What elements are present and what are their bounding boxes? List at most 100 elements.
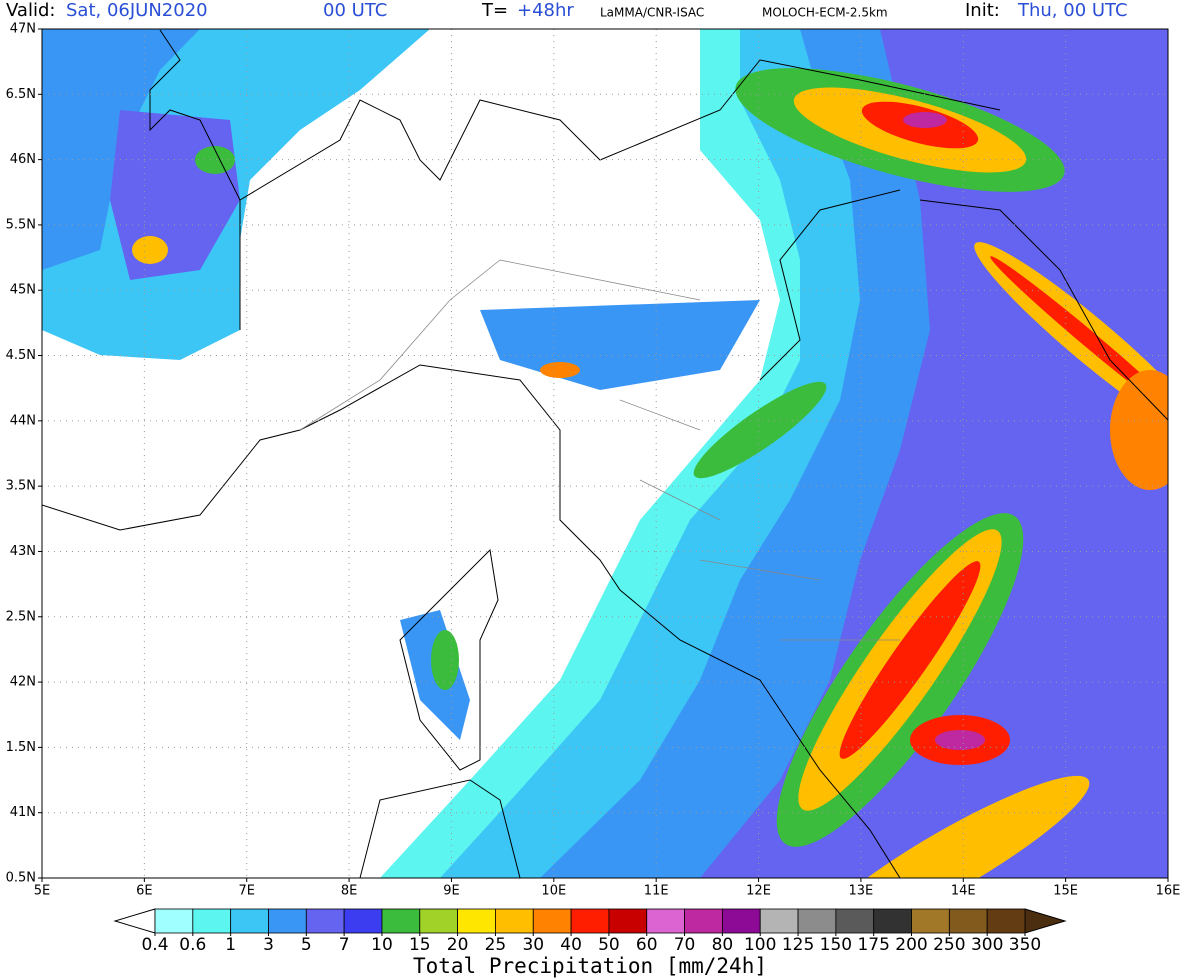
coastline xyxy=(759,189,901,381)
colorbar-label: 25 xyxy=(485,935,507,955)
colorbar-label: 100 xyxy=(744,935,776,955)
colorbar-box xyxy=(797,908,837,934)
plot-frame xyxy=(41,28,1169,879)
colorbar-label: 0.4 xyxy=(141,935,168,955)
precipitation-field xyxy=(42,29,1168,878)
lead-time: +48hr xyxy=(517,0,574,21)
x-tick-label: 6E xyxy=(136,884,153,899)
colorbar: 0.4 0.6 1 3 5 7 10 15 20 25 30 40 50 60 70 80 100 125 150 1… xyxy=(113,908,1067,955)
colorbar-label: 250 xyxy=(933,935,965,955)
colorbar-box xyxy=(873,908,912,934)
colorbar-box xyxy=(721,908,761,934)
colorbar-box xyxy=(457,908,496,934)
x-tick-label: 5E xyxy=(34,884,51,899)
lead-label: T= xyxy=(481,0,508,21)
colorbar-over xyxy=(1024,908,1067,934)
y-tick-label: 1.5N xyxy=(6,740,36,755)
y-tick-label: 45N xyxy=(10,283,36,298)
y-tick-label: 44N xyxy=(10,413,36,428)
x-tick-label: 11E xyxy=(644,884,669,899)
colorbar-label: 0.6 xyxy=(179,935,206,955)
colorbar-label: 150 xyxy=(820,935,852,955)
colorbar-box xyxy=(343,908,383,934)
precip-area xyxy=(693,381,827,479)
precip-area xyxy=(195,146,235,174)
colorbar-box xyxy=(154,908,194,934)
precip-area xyxy=(810,775,1090,878)
valid-hour: 00 UTC xyxy=(323,0,387,21)
init-label: Init: xyxy=(965,0,1000,21)
y-tick-label: 4.5N xyxy=(6,348,36,363)
colorbar-box xyxy=(192,908,232,934)
coastline xyxy=(359,779,521,878)
colorbar-label: 70 xyxy=(674,935,696,955)
colorbar-box xyxy=(419,908,459,934)
colorbar-box xyxy=(305,908,345,934)
y-tick-label: 5.5N xyxy=(6,217,36,232)
colorbar-box xyxy=(646,908,685,934)
x-tick-label: 12E xyxy=(746,884,771,899)
precip-area xyxy=(839,561,981,759)
colorbar-label: 300 xyxy=(971,935,1003,955)
precip-area xyxy=(903,112,947,128)
y-tick-label: 6.5N xyxy=(6,87,36,102)
y-tick-label: 47N xyxy=(10,22,36,37)
colorbar-label: 50 xyxy=(598,935,620,955)
colorbar-label: 5 xyxy=(301,935,312,955)
valid-label: Valid: xyxy=(6,0,55,21)
precip-area xyxy=(42,29,200,270)
colorbar-box xyxy=(532,908,572,934)
colorbar-label: 1 xyxy=(225,935,236,955)
colorbar-label: 10 xyxy=(371,935,393,955)
colorbar-box xyxy=(684,908,723,934)
init-time: Thu, 00 UTC xyxy=(1017,0,1128,21)
y-tick-label: 0.5N xyxy=(6,871,36,886)
y-tick-label: 46N xyxy=(10,152,36,167)
colorbar-label: 175 xyxy=(857,935,889,955)
colorbar-box xyxy=(381,908,421,934)
colorbar-box xyxy=(759,908,799,934)
precip-area xyxy=(431,630,459,690)
precip-area xyxy=(700,29,1168,878)
x-tick-label: 15E xyxy=(1053,884,1078,899)
x-tick-label: 8E xyxy=(341,884,358,899)
axes: 47N 6.5N 46N 5.5N 45N 4.5N 44N 3.5N 43N 2.5N 42N 1.… xyxy=(6,22,1180,899)
coastline xyxy=(42,364,901,878)
colorbar-box xyxy=(230,908,269,934)
colorbar-under xyxy=(113,908,156,934)
precip-area xyxy=(132,236,168,264)
colorbar-title: Total Precipitation [mm/24h] xyxy=(413,954,767,978)
region-border xyxy=(299,259,900,641)
model: MOLOCH-ECM-2.5km xyxy=(762,6,888,20)
colorbar-label: 20 xyxy=(447,935,469,955)
y-tick-label: 3.5N xyxy=(6,479,36,494)
colorbar-label: 7 xyxy=(339,935,350,955)
x-tick-label: 13E xyxy=(849,884,874,899)
colorbar-label: 40 xyxy=(560,935,582,955)
x-tick-label: 16E xyxy=(1156,884,1180,899)
colorbar-label: 350 xyxy=(1009,935,1041,955)
colorbar-label: 30 xyxy=(522,935,544,955)
border xyxy=(149,29,241,330)
y-tick-label: 43N xyxy=(10,544,36,559)
y-tick-label: 2.5N xyxy=(6,609,36,624)
x-tick-label: 7E xyxy=(238,884,255,899)
colorbar-label: 125 xyxy=(782,935,814,955)
valid-time: Sat, 06JUN2020 xyxy=(66,0,208,21)
colorbar-box xyxy=(986,908,1026,934)
y-tick-label: 41N xyxy=(10,805,36,820)
border xyxy=(239,59,1001,201)
colorbar-label: 15 xyxy=(409,935,431,955)
colorbar-box xyxy=(268,908,307,934)
x-tick-label: 14E xyxy=(951,884,976,899)
coastline xyxy=(919,199,1168,421)
colorbar-label: 200 xyxy=(895,935,927,955)
colorbar-box xyxy=(911,908,950,934)
colorbar-label: 80 xyxy=(712,935,734,955)
colorbar-box xyxy=(948,908,988,934)
colorbar-box xyxy=(608,908,648,934)
coastline xyxy=(399,548,499,771)
colorbar-label: 60 xyxy=(636,935,658,955)
precip-area xyxy=(935,730,985,750)
